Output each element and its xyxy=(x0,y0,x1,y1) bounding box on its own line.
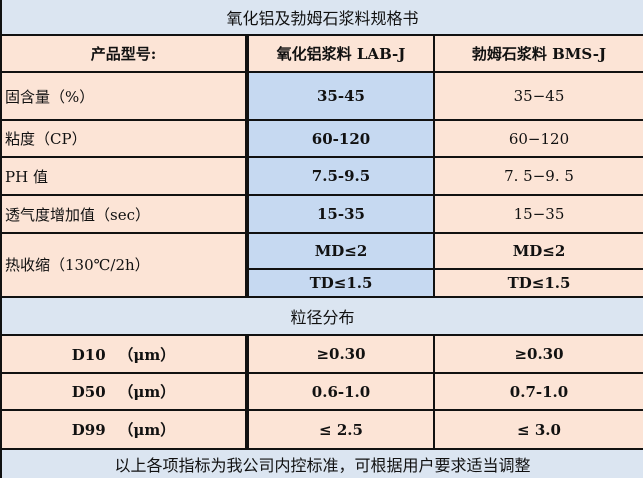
shrink-td-bms: TD≤1.5 xyxy=(435,270,643,298)
row-value-lab: 7.5-9.5 xyxy=(247,158,435,196)
header-col2: 勃姆石浆料 BMS-J xyxy=(435,36,643,73)
psd-value-lab: ≥0.30 xyxy=(247,336,435,374)
row-label: 粘度（CP） xyxy=(2,121,247,158)
row-value-lab: 35-45 xyxy=(247,73,435,121)
psd-label: D99 （μm） xyxy=(2,411,247,450)
row-value-bms: 35−45 xyxy=(435,73,643,121)
psd-value-lab: 0.6-1.0 xyxy=(247,374,435,411)
row-value-bms: 15−35 xyxy=(435,196,643,234)
row-label: 固含量（%） xyxy=(2,73,247,121)
section-title: 粒径分布 xyxy=(2,298,643,336)
row-value-lab: 60-120 xyxy=(247,121,435,158)
psd-value-lab: ≤ 2.5 xyxy=(247,411,435,450)
psd-label: D50 （μm） xyxy=(2,374,247,411)
shrink-md-lab: MD≤2 xyxy=(247,234,435,270)
psd-value-bms: ≥0.30 xyxy=(435,336,643,374)
psd-label: D10 （μm） xyxy=(2,336,247,374)
psd-value-bms: 0.7-1.0 xyxy=(435,374,643,411)
shrink-label: 热收缩（130℃/2h） xyxy=(2,234,247,298)
row-label: 透气度增加值（sec） xyxy=(2,196,247,234)
row-value-lab: 15-35 xyxy=(247,196,435,234)
psd-value-bms: ≤ 3.0 xyxy=(435,411,643,450)
shrink-md-bms: MD≤2 xyxy=(435,234,643,270)
header-label: 产品型号: xyxy=(2,36,247,73)
row-value-bms: 7. 5−9. 5 xyxy=(435,158,643,196)
table-title: 氧化铝及勃姆石浆料规格书 xyxy=(2,0,643,36)
row-label: PH 值 xyxy=(2,158,247,196)
header-col1: 氧化铝浆料 LAB-J xyxy=(247,36,435,73)
row-value-bms: 60−120 xyxy=(435,121,643,158)
footer-note: 以上各项指标为我公司内控标准，可根据用户要求适当调整 xyxy=(2,450,643,478)
shrink-td-lab: TD≤1.5 xyxy=(247,270,435,298)
